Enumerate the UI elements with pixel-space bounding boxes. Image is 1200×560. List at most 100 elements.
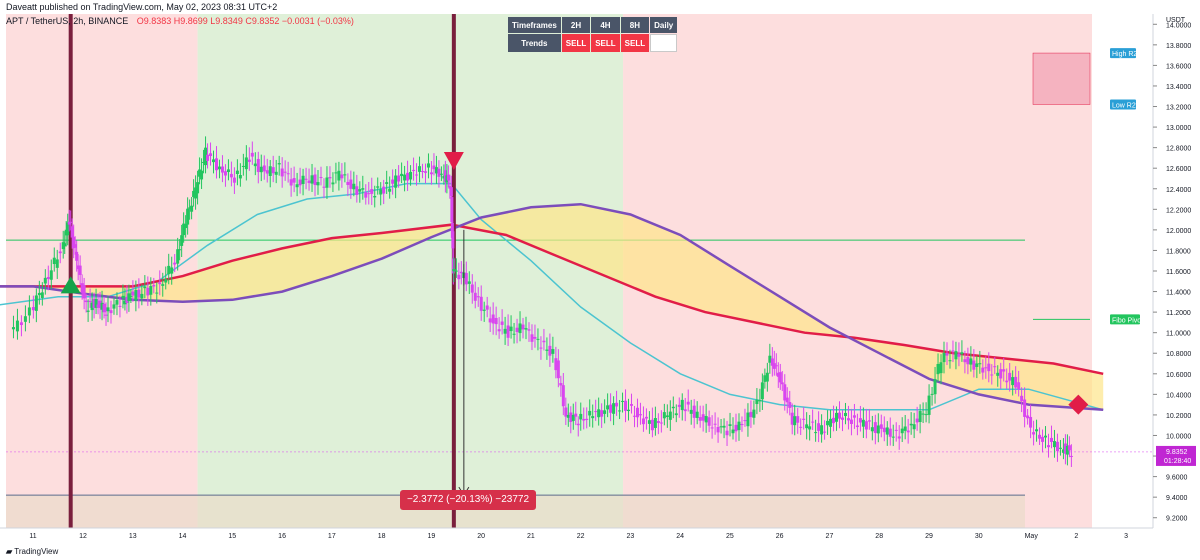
candle-body	[849, 419, 853, 424]
candle-body	[710, 427, 714, 429]
last-price-value: 9.8352	[1166, 449, 1188, 456]
candle-body	[772, 363, 776, 369]
candle-body	[1065, 445, 1069, 455]
candle-body	[906, 430, 910, 433]
candle-body	[403, 174, 407, 181]
price-chart[interactable]: High R2 Low R2 Fibo Pivot USDT 9.2000 9.4000…	[0, 0, 1200, 546]
candle-body	[1044, 435, 1048, 438]
candle-body	[206, 154, 210, 161]
tradingview-icon: ▰	[6, 547, 13, 556]
sell-diamond-icon	[1068, 394, 1089, 415]
candle-body	[322, 186, 326, 188]
candle-body	[328, 177, 332, 179]
candle-body	[134, 290, 138, 301]
timeframes-trend-table: Timeframes 2H 4H 8H Daily Trends SELL SE…	[507, 16, 678, 53]
buy-signal-icon	[60, 276, 81, 294]
candle-body	[846, 418, 850, 421]
trend-8h: SELL	[620, 34, 650, 52]
candle-body	[72, 236, 76, 249]
footer: ▰ TradingView	[0, 546, 1200, 560]
candle-body	[423, 171, 427, 173]
candle-body	[140, 293, 144, 299]
candle-body	[743, 420, 747, 422]
candle-body	[1011, 377, 1015, 386]
candle-body	[491, 314, 495, 324]
candle-body	[271, 167, 275, 174]
candle-body	[217, 166, 221, 170]
candle-body	[457, 274, 461, 280]
y-tick-label: 12.0000	[1166, 228, 1191, 235]
candle-body	[1061, 449, 1065, 453]
candle-body	[129, 296, 133, 298]
candle-body	[385, 182, 389, 184]
candle-body	[176, 249, 180, 264]
candle-body	[683, 409, 687, 412]
candle-body	[796, 416, 800, 423]
candle-body	[90, 302, 94, 311]
candle-body	[990, 374, 994, 376]
candle-body	[155, 292, 159, 294]
candle-body	[277, 163, 281, 165]
candle-body	[429, 172, 433, 175]
candle-body	[1041, 436, 1045, 442]
candle-body	[131, 291, 135, 296]
candle-body	[515, 327, 519, 333]
candle-body	[415, 174, 419, 176]
candle-body	[571, 414, 575, 421]
candle-body	[1049, 437, 1053, 442]
candle-body	[722, 425, 726, 428]
candle-body	[82, 285, 86, 299]
candle-body	[202, 161, 206, 163]
sell-signal-icon	[443, 151, 464, 170]
candle-body	[198, 169, 202, 177]
candle-body	[262, 165, 266, 172]
candle-body	[75, 251, 79, 261]
candle-body	[591, 416, 595, 419]
candle-body	[180, 235, 184, 246]
candle-body	[737, 421, 741, 431]
candle-body	[566, 414, 570, 418]
candle-body	[588, 410, 592, 416]
candle-body	[200, 170, 204, 180]
candle-body	[780, 382, 784, 385]
signal-bar-0	[68, 14, 73, 528]
candle-body	[734, 424, 738, 432]
y-tick-label: 11.2000	[1166, 310, 1191, 317]
candle-body	[843, 412, 847, 417]
x-tick-label: 25	[726, 533, 734, 540]
pivot-levels: High R2 Low R2 Fibo Pivot	[1032, 48, 1143, 325]
candle-body	[1038, 434, 1042, 439]
candle-body	[606, 405, 610, 410]
x-tick-label: 30	[975, 533, 983, 540]
candle-body	[400, 173, 404, 177]
candle-body	[835, 412, 839, 422]
chart-header: Daveatt published on TradingView.com, Ma…	[0, 0, 1200, 26]
candle-body	[936, 363, 940, 375]
candle-body	[253, 163, 257, 167]
candle-body	[49, 270, 53, 280]
candle-body	[879, 424, 883, 429]
y-tick-label: 12.6000	[1166, 166, 1191, 173]
candle-body	[778, 372, 782, 383]
y-tick-label: 9.2000	[1166, 516, 1188, 523]
candle-body	[624, 400, 628, 411]
candle-body	[1047, 445, 1051, 448]
candle-body	[418, 166, 422, 172]
candle-body	[882, 427, 886, 433]
trend-daily	[650, 34, 678, 52]
candle-body	[158, 282, 162, 285]
candle-body	[873, 422, 877, 433]
candle-body	[564, 407, 568, 417]
candle-body	[164, 278, 168, 283]
level-label-bg	[1110, 48, 1136, 59]
x-tick-label: 18	[378, 533, 386, 540]
candle-body	[34, 295, 38, 311]
candle-body	[337, 170, 341, 181]
y-tick-label: 13.2000	[1166, 105, 1191, 112]
candle-body	[783, 384, 787, 401]
fast-ma-line	[0, 182, 1104, 411]
candle-body	[785, 397, 789, 403]
candle-body	[382, 186, 386, 194]
candle-body	[788, 402, 792, 408]
candle-body	[512, 333, 516, 335]
